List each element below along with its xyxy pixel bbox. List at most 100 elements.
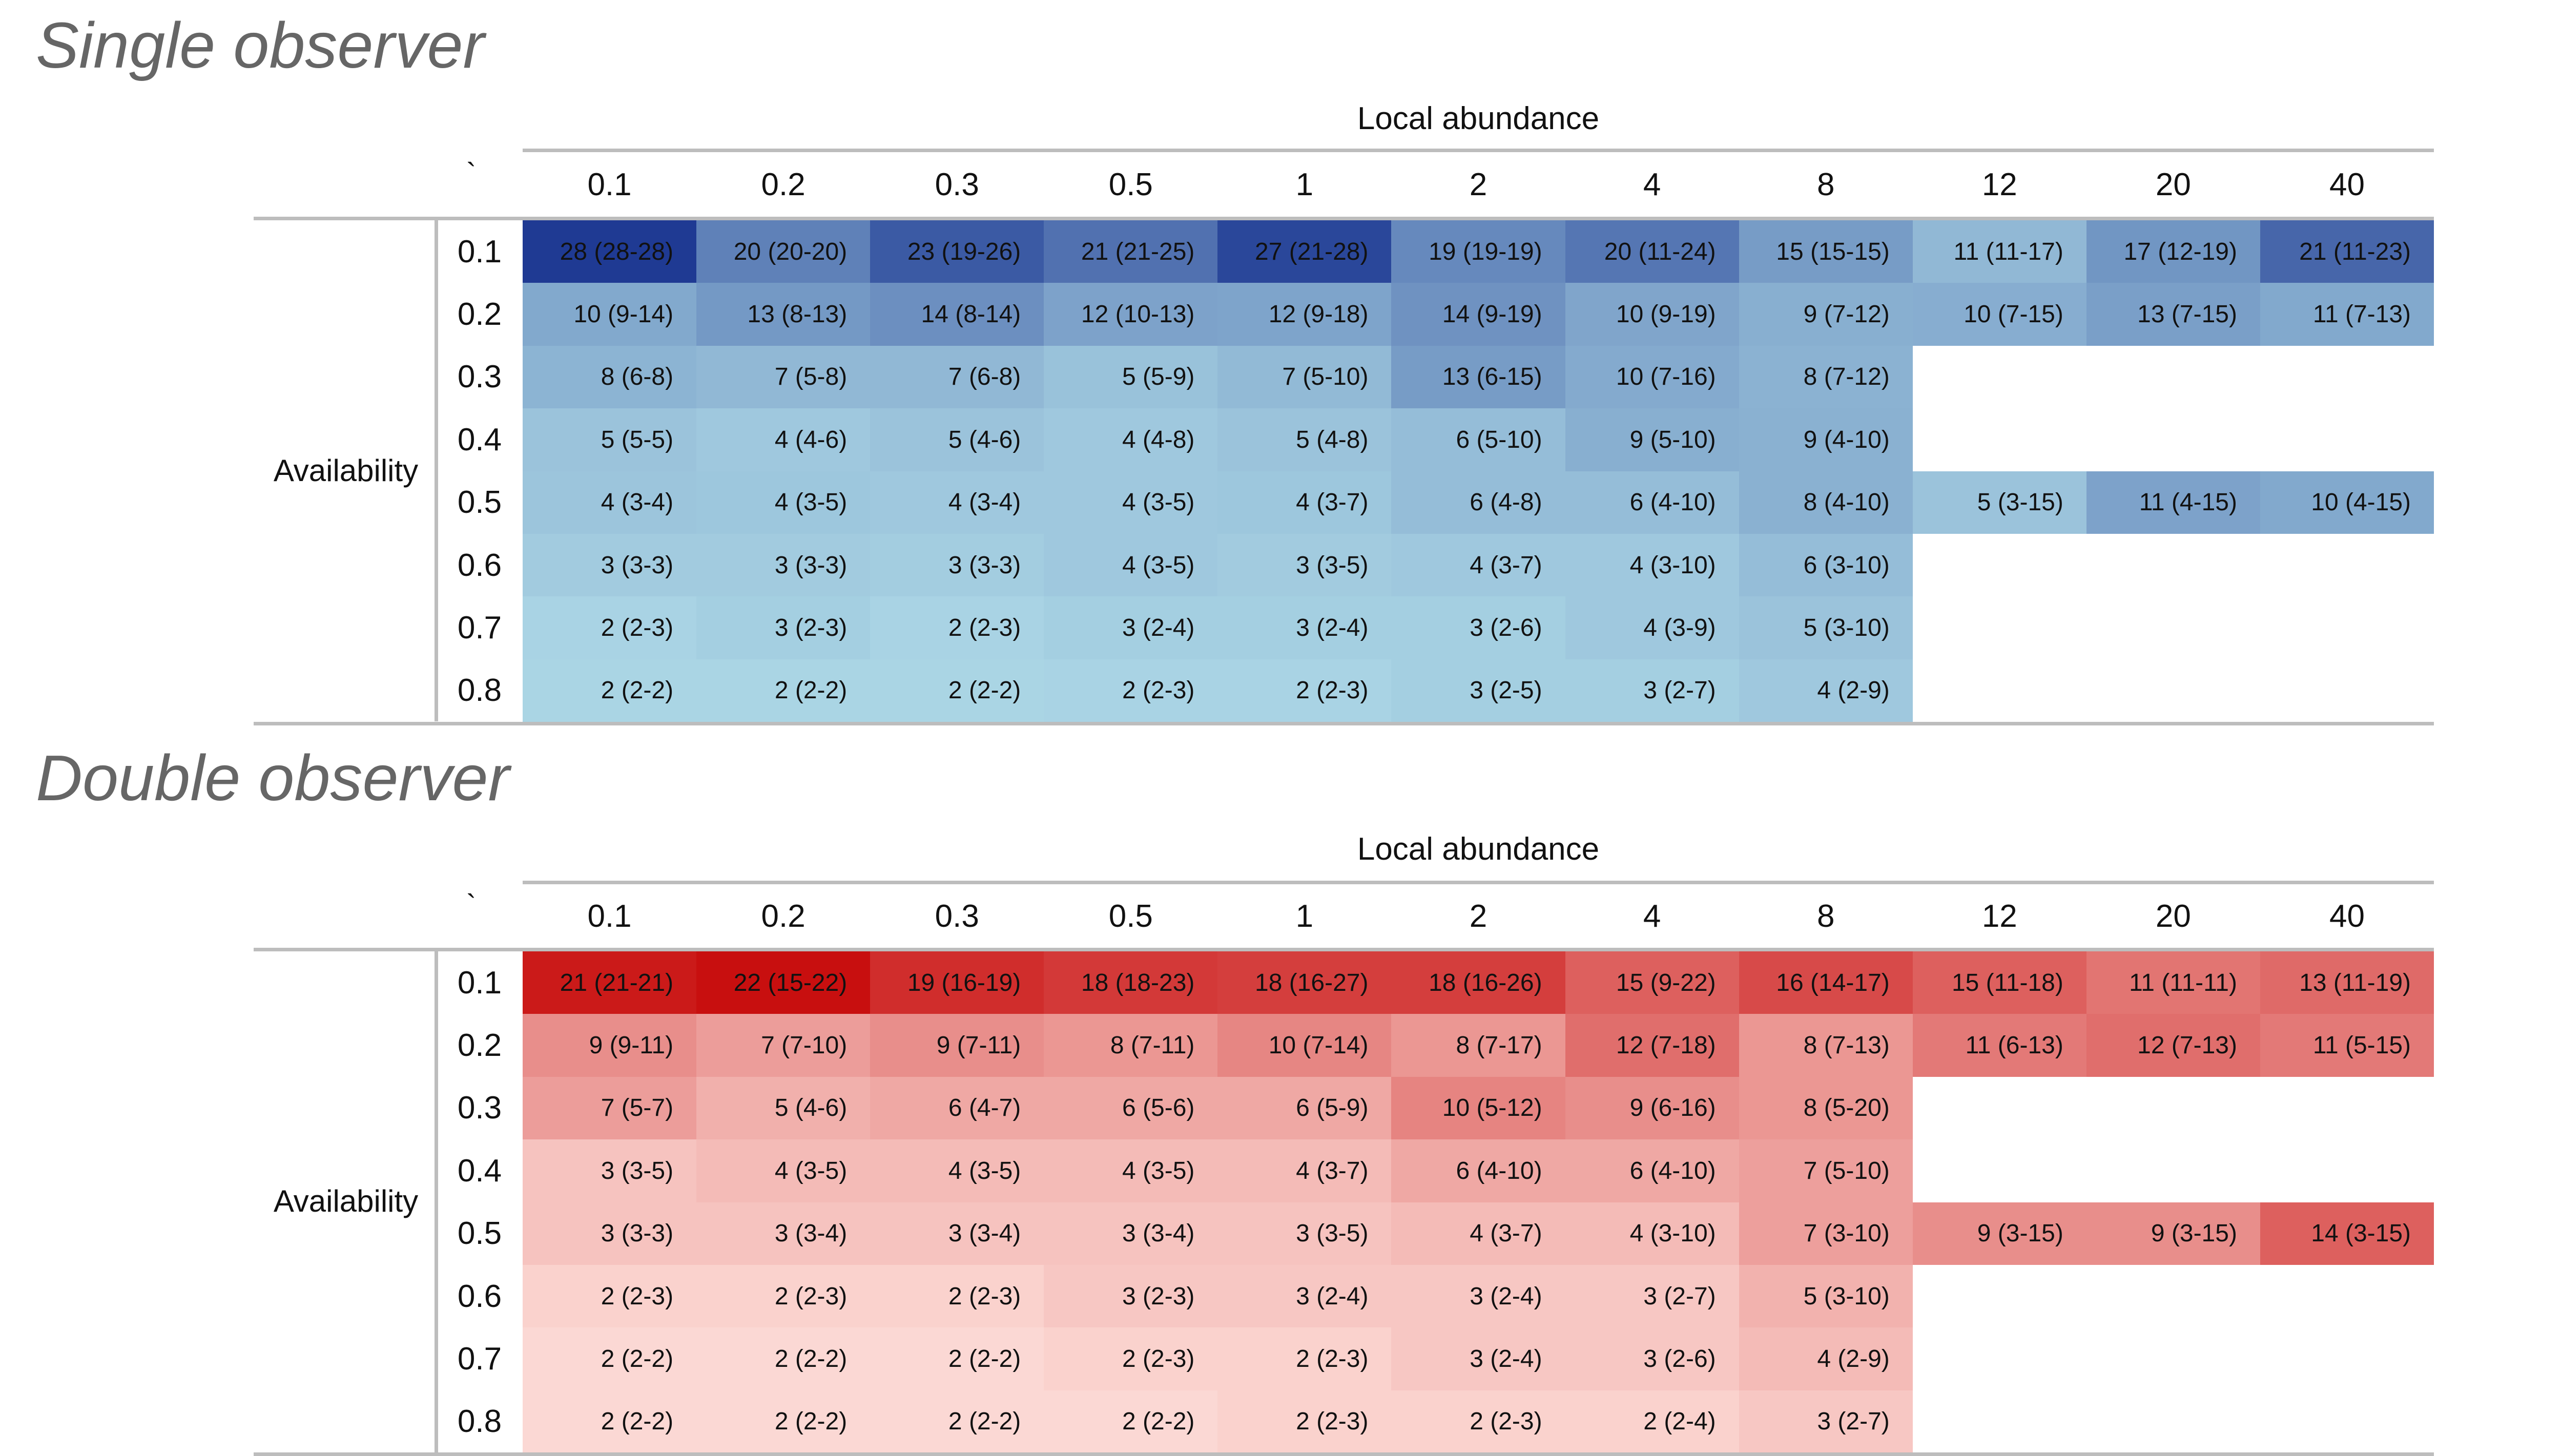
x-axis-label: Local abundance bbox=[1357, 101, 1600, 136]
col-header: 2 bbox=[1469, 898, 1487, 934]
heatmap-cell: 4 (4-8) bbox=[1044, 408, 1218, 471]
heatmap-row: 2 (2-3) 2 (2-3) 2 (2-3) 3 (2-3) 3 (2-4) 3 (2-… bbox=[523, 1264, 2434, 1328]
heatmap-cell: 2 (2-3) bbox=[1391, 1390, 1565, 1453]
heatmap-cell bbox=[1913, 596, 2086, 659]
heatmap-cell: 8 (5-20) bbox=[1739, 1076, 1913, 1140]
row-header: 0.4 bbox=[457, 422, 502, 457]
heatmap-cell: 2 (2-3) bbox=[1217, 659, 1392, 722]
heatmap-cell: 2 (2-2) bbox=[696, 659, 871, 722]
heatmap-cell: 8 (7-12) bbox=[1739, 345, 1913, 409]
col-header: 8 bbox=[1816, 167, 1835, 202]
heatmap-cell: 2 (2-2) bbox=[523, 1390, 697, 1453]
heatmap-cell: 9 (6-16) bbox=[1565, 1076, 1739, 1140]
heatmap-cell: 3 (2-3) bbox=[696, 596, 871, 659]
heatmap-cell: 8 (7-17) bbox=[1391, 1014, 1565, 1077]
heatmap-cell: 3 (2-4) bbox=[1391, 1264, 1565, 1328]
heatmap-row: 9 (9-11) 7 (7-10) 9 (7-11) 8 (7-11) 10 (7-14… bbox=[523, 1014, 2434, 1077]
heatmap-cell: 3 (2-6) bbox=[1391, 596, 1565, 659]
heatmap-cell: 20 (20-20) bbox=[696, 220, 871, 283]
heatmap-cell: 2 (2-2) bbox=[696, 1327, 871, 1390]
heatmap-cell: 3 (2-4) bbox=[1217, 596, 1392, 659]
heatmap-cell: 3 (3-5) bbox=[1217, 1202, 1392, 1265]
heatmap-cell: 8 (7-11) bbox=[1044, 1014, 1218, 1077]
heatmap-cell: 3 (3-4) bbox=[1044, 1202, 1218, 1265]
heatmap-cell bbox=[2260, 596, 2434, 659]
col-header: 2 bbox=[1469, 167, 1487, 202]
heatmap-cell: 6 (5-9) bbox=[1217, 1076, 1392, 1140]
heatmap-cell: 21 (21-25) bbox=[1044, 220, 1218, 283]
heatmap-cell: 3 (2-7) bbox=[1565, 659, 1739, 722]
heatmap-cell: 10 (5-12) bbox=[1391, 1076, 1565, 1140]
heatmap-cell bbox=[2086, 1139, 2260, 1202]
heatmap-cell: 3 (2-4) bbox=[1391, 1327, 1565, 1390]
heatmap-cell: 3 (2-4) bbox=[1044, 596, 1218, 659]
heatmap-cell bbox=[2086, 534, 2260, 596]
row-header: 0.1 bbox=[457, 234, 502, 269]
col-header: 0.1 bbox=[587, 167, 632, 202]
heatmap-cell bbox=[2260, 1327, 2434, 1390]
heatmap-cell: 11 (11-11) bbox=[2086, 951, 2260, 1014]
col-header: 1 bbox=[1295, 898, 1314, 934]
row-header: 0.4 bbox=[457, 1153, 502, 1189]
heatmap-row: 10 (9-14) 13 (8-13) 14 (8-14) 12 (10-13) 12 … bbox=[523, 283, 2434, 346]
heatmap-cell: 3 (3-3) bbox=[696, 533, 871, 597]
heatmap-cell: 3 (2-5) bbox=[1391, 659, 1565, 722]
heatmap-cell: 5 (3-15) bbox=[1912, 471, 2086, 534]
heatmap-cell: 21 (11-23) bbox=[2260, 220, 2434, 283]
heatmap-cell: 7 (7-10) bbox=[696, 1014, 871, 1077]
heatmap-cell bbox=[2086, 408, 2260, 471]
col-header: 0.3 bbox=[935, 167, 979, 202]
row-header-column: 0.1 0.2 0.3 0.4 0.5 0.6 0.7 0.8 bbox=[437, 951, 523, 1453]
heatmap-cell: 3 (3-4) bbox=[870, 1202, 1044, 1265]
heatmap-cell: 9 (7-11) bbox=[870, 1014, 1044, 1077]
heatmap-cell: 4 (3-4) bbox=[523, 471, 697, 534]
heatmap-cell: 2 (2-3) bbox=[1217, 1327, 1392, 1390]
heatmap-cell bbox=[2260, 408, 2434, 471]
heatmap-cell: 3 (3-5) bbox=[523, 1139, 697, 1202]
heatmap-cell: 6 (3-10) bbox=[1739, 533, 1913, 597]
header-rule bbox=[254, 948, 2434, 951]
heatmap-grid: 28 (28-28) 20 (20-20) 23 (19-26) 21 (21-25)… bbox=[523, 220, 2434, 722]
heatmap-cell bbox=[2260, 1139, 2434, 1202]
heatmap-cell: 11 (11-17) bbox=[1912, 220, 2086, 283]
heatmap-cell: 17 (12-19) bbox=[2086, 220, 2260, 283]
heatmap-cell: 7 (6-8) bbox=[870, 345, 1044, 409]
heatmap-cell: 3 (3-3) bbox=[523, 1202, 697, 1265]
heatmap-cell: 4 (3-5) bbox=[696, 471, 871, 534]
heatmap-cell: 4 (3-7) bbox=[1217, 1139, 1392, 1202]
heatmap-cell: 5 (4-8) bbox=[1217, 408, 1392, 471]
heatmap-cell: 12 (10-13) bbox=[1044, 283, 1218, 346]
heatmap-cell bbox=[1913, 659, 2086, 722]
row-header: 0.1 bbox=[457, 965, 502, 1001]
heatmap-cell bbox=[2260, 1265, 2434, 1327]
heatmap-cell bbox=[1913, 1265, 2086, 1327]
heatmap-cell: 4 (3-5) bbox=[696, 1139, 871, 1202]
heatmap-cell: 10 (4-15) bbox=[2260, 471, 2434, 534]
heatmap-cell: 10 (7-14) bbox=[1217, 1014, 1392, 1077]
col-header: 0.3 bbox=[935, 898, 979, 934]
heatmap-row: 3 (3-5) 4 (3-5) 4 (3-5) 4 (3-5) 4 (3-7) 6 (4-… bbox=[523, 1139, 2434, 1202]
column-group-rule bbox=[523, 149, 2434, 152]
col-header: 0.5 bbox=[1108, 167, 1153, 202]
heatmap-cell: 6 (5-6) bbox=[1044, 1076, 1218, 1140]
heatmap-cell: 14 (8-14) bbox=[870, 283, 1044, 346]
heatmap-cell: 4 (3-5) bbox=[1044, 1139, 1218, 1202]
col-header: 0.2 bbox=[761, 167, 805, 202]
row-header: 0.7 bbox=[457, 1341, 502, 1377]
heatmap-cell: 2 (2-3) bbox=[523, 596, 697, 659]
heatmap-cell: 27 (21-28) bbox=[1217, 220, 1392, 283]
heatmap-cell: 12 (9-18) bbox=[1217, 283, 1392, 346]
column-group-rule bbox=[523, 881, 2434, 884]
heatmap-row: 2 (2-2) 2 (2-2) 2 (2-2) 2 (2-2) 2 (2-3) 2 (2-… bbox=[523, 1390, 2434, 1453]
heatmap-cell: 9 (7-12) bbox=[1739, 283, 1913, 346]
heatmap-cell: 3 (3-4) bbox=[696, 1202, 871, 1265]
col-header: 1 bbox=[1295, 167, 1314, 202]
heatmap-cell: 2 (2-3) bbox=[870, 1264, 1044, 1328]
heatmap-cell bbox=[1913, 1390, 2086, 1453]
heatmap-cell bbox=[2086, 596, 2260, 659]
row-header: 0.2 bbox=[457, 1028, 502, 1064]
heatmap-cell: 4 (3-10) bbox=[1565, 1202, 1739, 1265]
y-axis-label: Availability bbox=[273, 1184, 419, 1218]
heatmap-cell bbox=[2260, 534, 2434, 596]
heatmap-cell: 2 (2-2) bbox=[870, 1390, 1044, 1453]
